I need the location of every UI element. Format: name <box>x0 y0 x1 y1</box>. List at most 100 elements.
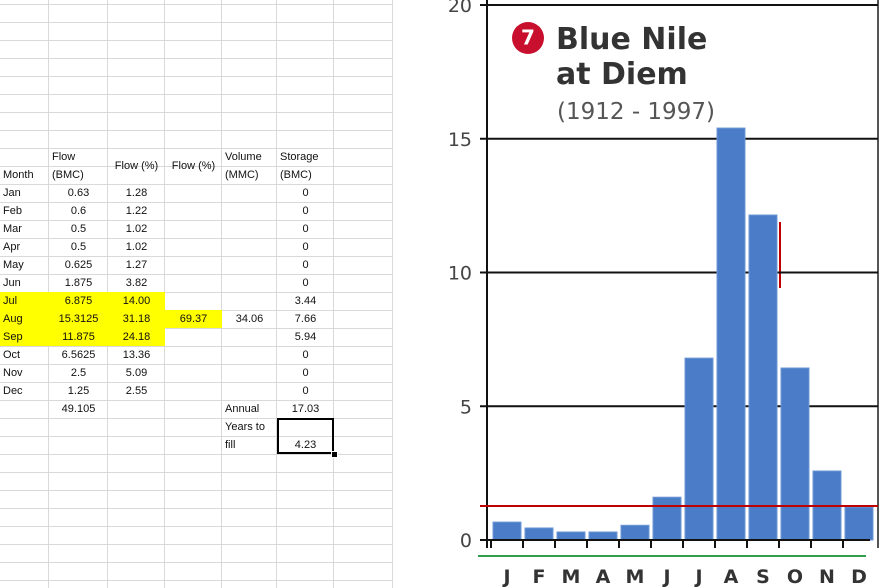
column-header: Storage (BMC) <box>280 151 319 181</box>
cell: 2.5 <box>70 367 87 379</box>
column-header: Flow (BMC) <box>52 151 84 181</box>
bar <box>684 357 714 541</box>
cell: 0.63 <box>67 187 90 199</box>
y-tick-label: 10 <box>448 263 472 285</box>
cell: 1.02 <box>125 241 148 253</box>
cell: 4.23 <box>294 439 317 451</box>
row-label: Feb <box>3 205 22 217</box>
cell: 1.875 <box>64 277 93 289</box>
cell: 0 <box>302 223 309 235</box>
bar <box>780 367 810 541</box>
x-tick-label: A <box>596 566 611 588</box>
chart-background <box>420 0 889 588</box>
chart-title: Blue Nile <box>556 22 707 57</box>
column-header: Volume (MMC) <box>225 151 262 181</box>
cell: 1.28 <box>125 187 148 199</box>
badge: 7 <box>521 26 535 50</box>
cell: 0 <box>302 187 309 199</box>
bar <box>620 524 650 541</box>
row-label: Mar <box>3 223 22 235</box>
x-tick-label: M <box>562 566 581 588</box>
cell: 0 <box>302 367 309 379</box>
cell: 6.5625 <box>61 349 96 361</box>
cell: 3.82 <box>125 277 148 289</box>
y-tick-label: 0 <box>460 530 472 552</box>
bar <box>524 527 554 541</box>
bar <box>716 127 746 541</box>
bar <box>748 214 778 541</box>
x-tick-label: J <box>693 566 702 588</box>
x-tick-label: J <box>661 566 670 588</box>
cell: 31.18 <box>108 310 165 328</box>
bar <box>844 506 874 541</box>
x-tick-label: D <box>851 566 867 588</box>
row-label: Oct <box>3 349 21 361</box>
spreadsheet: Month Flow (BMC) Flow (%) Flow (%) Volume (M… <box>0 0 393 588</box>
y-tick-label: 20 <box>448 0 472 17</box>
row-label: Dec <box>3 385 23 397</box>
row-label: May <box>3 259 24 271</box>
badge-circle <box>512 22 544 54</box>
chart-subtitle: (1912 - 1997) <box>557 99 715 125</box>
bar <box>652 496 682 541</box>
selected-cell[interactable] <box>277 418 334 454</box>
x-tick-label: O <box>787 566 803 588</box>
cell: 69.37 <box>165 310 222 328</box>
cell: 0.5 <box>70 223 87 235</box>
bar <box>556 531 586 541</box>
cell: 7.66 <box>294 313 317 325</box>
cell: 1.25 <box>67 385 90 397</box>
cell: 5.94 <box>294 331 317 343</box>
chart-title: at Diem <box>556 57 688 92</box>
row-label: Aug <box>0 310 49 328</box>
column-header: Flow (%) <box>171 160 216 172</box>
x-tick-label: M <box>626 566 645 588</box>
cell: 0 <box>302 259 309 271</box>
x-tick-label: N <box>819 566 835 588</box>
cell: 0 <box>302 385 309 397</box>
row-label: Jul <box>0 292 49 310</box>
fill-handle[interactable] <box>331 451 338 458</box>
column-header: Month <box>3 169 34 181</box>
cell: 1.02 <box>125 223 148 235</box>
cell: 0.625 <box>64 259 93 271</box>
cell: 17.03 <box>291 403 320 415</box>
cell: 11.875 <box>49 328 108 346</box>
cell: 34.06 <box>235 313 264 325</box>
cell: 49.105 <box>61 403 96 415</box>
cell: 24.18 <box>108 328 165 346</box>
x-tick-label: S <box>756 566 770 588</box>
cell: 0 <box>302 241 309 253</box>
row-label: Apr <box>3 241 21 253</box>
cell: 1.27 <box>125 259 148 271</box>
cell: 2.55 <box>125 385 148 397</box>
column-header: Flow (%) <box>114 160 159 172</box>
x-tick-label: J <box>501 566 510 588</box>
cell: 0 <box>302 349 309 361</box>
cell: 13.36 <box>122 349 151 361</box>
cell: 6.875 <box>49 292 108 310</box>
cell: 0.6 <box>70 205 87 217</box>
y-tick-label: 5 <box>460 396 472 418</box>
cell: Years to <box>225 421 265 433</box>
cell: 5.09 <box>125 367 148 379</box>
row-label: Nov <box>3 367 23 379</box>
x-tick-label: F <box>533 566 546 588</box>
cell: 0 <box>302 205 309 217</box>
row-label: Sep <box>0 328 49 346</box>
cell: 15.3125 <box>49 310 108 328</box>
cell: 3.44 <box>294 295 317 307</box>
cell: 0.5 <box>70 241 87 253</box>
y-tick-label: 15 <box>448 129 472 151</box>
bar <box>492 521 522 541</box>
row-label: Jan <box>3 187 21 199</box>
cell: Annual <box>225 403 260 415</box>
row-label: Jun <box>3 277 21 289</box>
cell: 14.00 <box>108 292 165 310</box>
cell: fill <box>225 439 236 451</box>
cell: 0 <box>302 277 309 289</box>
x-tick-label: A <box>724 566 739 588</box>
cell: 1.22 <box>125 205 148 217</box>
